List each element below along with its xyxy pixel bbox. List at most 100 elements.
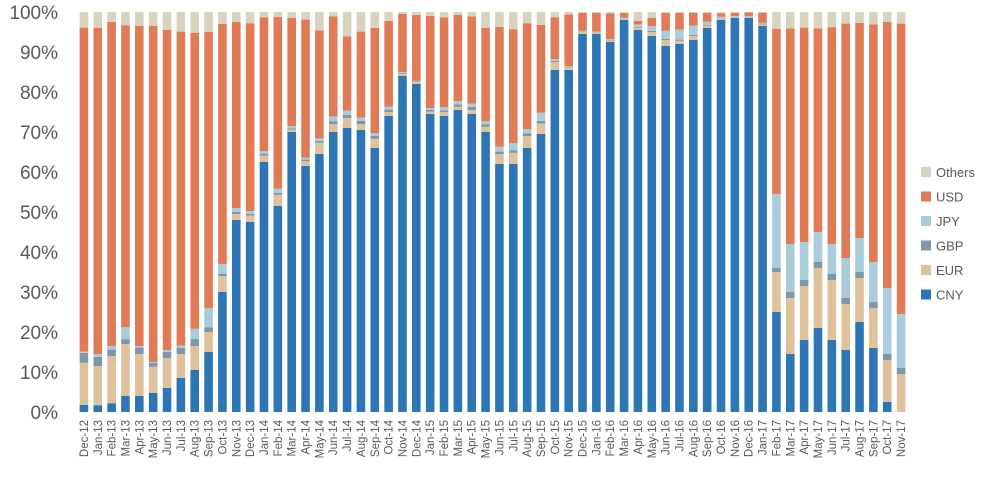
bar-segment-jpy <box>841 258 850 298</box>
bar-segment-gbp <box>329 121 338 124</box>
bar-segment-usd <box>246 23 255 211</box>
bar-segment-usd <box>855 23 864 238</box>
bar-segment-usd <box>440 17 449 107</box>
x-tick-label: Dec-12 <box>79 420 91 457</box>
bar-stack <box>315 12 324 412</box>
y-tick-label: 90% <box>20 43 58 64</box>
x-tick-label: Jul-15 <box>508 420 520 451</box>
x-tick-label: Mar-17 <box>785 420 797 456</box>
bar-segment-eur <box>814 268 823 328</box>
bar-stack <box>689 12 698 412</box>
bar-segment-usd <box>814 28 823 232</box>
y-tick-label: 20% <box>20 323 58 344</box>
x-tick-label: Oct-14 <box>384 419 396 454</box>
bar-segment-jpy <box>163 350 172 352</box>
bar-segment-cny <box>412 84 421 412</box>
bar-stack <box>149 12 158 412</box>
bar-stack <box>190 12 199 412</box>
bar-segment-usd <box>426 16 435 108</box>
bar-segment-jpy <box>93 354 102 357</box>
y-tick-label: 70% <box>20 123 58 144</box>
bar-segment-gbp <box>869 302 878 308</box>
bar-stack <box>744 12 753 412</box>
x-tick-label: May-16 <box>647 420 659 458</box>
bar-stack <box>177 12 186 412</box>
bar-segment-cny <box>495 164 504 412</box>
bar-segment-gbp <box>675 40 684 41</box>
bar-segment-jpy <box>232 208 241 212</box>
bar-segment-eur <box>537 124 546 134</box>
bar-stack <box>440 12 449 412</box>
bar-segment-others <box>426 12 435 16</box>
bar-segment-cny <box>814 328 823 412</box>
bar-stack <box>675 12 684 412</box>
bar-segment-usd <box>412 15 421 81</box>
bar-segment-others <box>800 12 809 28</box>
bar-segment-eur <box>121 344 130 396</box>
bar-segment-eur <box>606 40 615 42</box>
bar-segment-gbp <box>426 110 435 112</box>
bar-segment-usd <box>551 17 560 59</box>
bar-segment-cny <box>647 36 656 412</box>
bar-segment-usd <box>731 13 740 16</box>
bar-segment-jpy <box>731 16 740 17</box>
bar-segment-jpy <box>758 23 767 24</box>
bar-segment-eur <box>246 216 255 222</box>
bar-segment-cny <box>578 34 587 412</box>
bar-stack <box>509 12 518 412</box>
bar-segment-eur <box>107 356 116 403</box>
bar-segment-gbp <box>634 27 643 28</box>
bar-segment-others <box>675 12 684 13</box>
bar-segment-gbp <box>440 110 449 112</box>
bar-segment-eur <box>163 358 172 388</box>
bar-segment-jpy <box>703 22 712 25</box>
bar-segment-jpy <box>398 72 407 73</box>
x-tick-label: Oct-17 <box>882 420 894 455</box>
x-tick-label: Feb-14 <box>273 419 285 456</box>
bar-segment-cny <box>800 340 809 412</box>
bar-segment-gbp <box>454 104 463 106</box>
bar-segment-jpy <box>578 31 587 32</box>
bar-segment-cny <box>426 114 435 412</box>
bar-segment-cny <box>717 20 726 412</box>
bar-segment-gbp <box>509 150 518 152</box>
bar-segment-gbp <box>260 154 269 156</box>
bar-segment-others <box>357 12 366 32</box>
bar-segment-others <box>149 12 158 26</box>
bar-segment-eur <box>758 24 767 26</box>
bar-segment-jpy <box>357 118 366 121</box>
bar-segment-cny <box>204 352 213 412</box>
bar-stack <box>301 12 310 412</box>
x-tick-label: Jun-14 <box>328 419 340 455</box>
x-tick-label: Nov-13 <box>231 420 243 457</box>
bar-stack <box>578 12 587 412</box>
bar-segment-usd <box>218 24 227 264</box>
bar-stack <box>357 12 366 412</box>
bar-stack <box>758 12 767 412</box>
bar-segment-cny <box>260 162 269 412</box>
bar-segment-eur <box>454 107 463 110</box>
bar-segment-jpy <box>467 104 476 107</box>
bar-segment-cny <box>357 130 366 412</box>
y-tick-label: 40% <box>20 243 58 264</box>
bar-segment-eur <box>260 156 269 162</box>
bar-segment-others <box>495 12 504 27</box>
bar-segment-others <box>481 12 490 28</box>
bar-segment-usd <box>675 13 684 30</box>
bar-segment-eur <box>412 82 421 84</box>
bar-segment-gbp <box>537 121 546 124</box>
bar-segment-usd <box>343 36 352 110</box>
bar-stack <box>869 12 878 412</box>
bar-segment-jpy <box>107 346 116 350</box>
bar-segment-cny <box>384 116 393 412</box>
bar-segment-cny <box>744 18 753 412</box>
bar-segment-cny <box>634 30 643 412</box>
bar-segment-others <box>370 12 379 28</box>
bar-segment-eur <box>426 112 435 114</box>
bar-segment-jpy <box>454 101 463 104</box>
bar-segment-eur <box>800 286 809 340</box>
bar-segment-usd <box>454 15 463 101</box>
legend-swatch <box>921 265 931 275</box>
bar-segment-cny <box>454 110 463 412</box>
bar-segment-gbp <box>689 35 698 36</box>
